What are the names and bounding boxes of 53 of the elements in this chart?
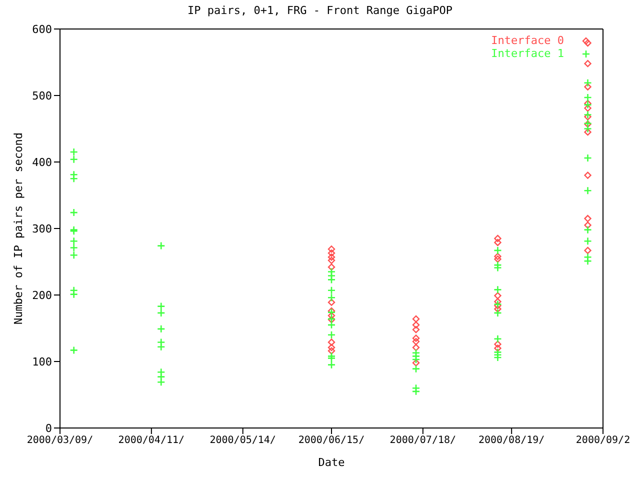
point (328, 298, 336, 306)
x-tick-label: 2000/05/14/ (210, 435, 276, 446)
x-tick-label: 2000/08/19/ (478, 435, 545, 446)
point (412, 359, 420, 366)
point (328, 344, 336, 352)
point (494, 255, 502, 263)
point (328, 338, 336, 346)
x-tick-label: 2000/06/15/ (298, 435, 365, 446)
point (412, 334, 420, 342)
point (584, 60, 592, 68)
y-axis-title: Number of IP pairs per second (12, 132, 25, 325)
point (494, 340, 502, 348)
y-tick-label: 100 (32, 355, 52, 368)
point (494, 305, 502, 313)
y-tick-label: 200 (32, 288, 52, 302)
y-tick-label: 300 (32, 222, 52, 236)
point (328, 246, 336, 253)
x-tick-label: 2000/09/2 (576, 435, 630, 446)
point (412, 326, 420, 334)
point (584, 104, 592, 112)
point (584, 222, 592, 229)
point (494, 344, 502, 352)
point (584, 83, 592, 90)
point (494, 234, 502, 242)
point (584, 214, 592, 222)
x-tick-label: 2000/03/09/ (26, 435, 94, 446)
legend-label: Interface 1 (491, 47, 564, 60)
point (328, 312, 336, 320)
y-tick-label: 0 (45, 422, 52, 435)
point (328, 253, 336, 261)
point (412, 315, 420, 323)
chart-title: IP pairs, 0+1, FRG - Front Range GigaPOP (186, 3, 454, 18)
point (584, 128, 592, 136)
point (328, 263, 336, 271)
point (584, 246, 592, 254)
point (494, 252, 502, 260)
point (412, 338, 420, 346)
x-tick-label: 2000/07/18/ (390, 435, 456, 446)
point (584, 172, 592, 179)
point (328, 250, 336, 257)
legend-label: Interface 0 (491, 34, 564, 47)
x-axis-title: Date (318, 456, 345, 469)
point (494, 292, 502, 300)
point (412, 344, 420, 352)
point (328, 347, 336, 354)
point (328, 256, 336, 264)
point (494, 238, 502, 246)
y-tick-label: 500 (32, 89, 52, 102)
point (412, 321, 420, 329)
point (584, 39, 592, 47)
x-tick-label: 2000/04/11/ (118, 435, 185, 446)
y-tick-label: 400 (32, 156, 52, 169)
y-tick-label: 600 (32, 22, 52, 36)
